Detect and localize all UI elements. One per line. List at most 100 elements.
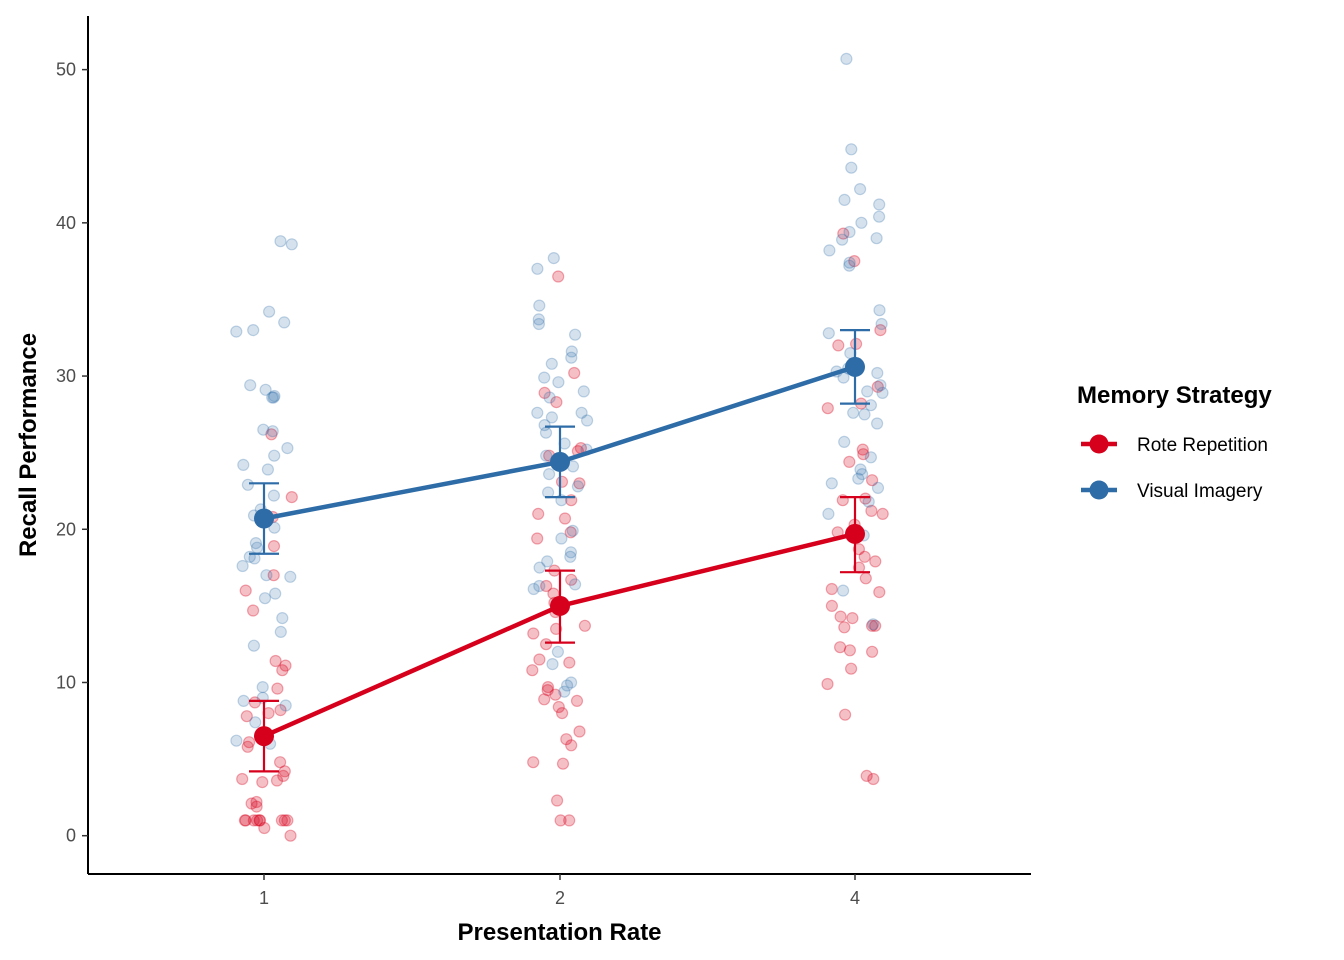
legend-title: Memory Strategy bbox=[1077, 382, 1272, 409]
mean-point bbox=[550, 451, 570, 472]
x-axis-title: Presentation Rate bbox=[457, 919, 661, 946]
data-point bbox=[249, 716, 262, 729]
data-point bbox=[555, 475, 569, 488]
data-point bbox=[848, 255, 861, 268]
data-point bbox=[822, 327, 835, 340]
data-point bbox=[241, 740, 254, 753]
data-point bbox=[248, 696, 261, 709]
data-point bbox=[825, 477, 838, 490]
data-point bbox=[274, 703, 287, 717]
data-point bbox=[267, 489, 280, 502]
data-point bbox=[560, 733, 573, 746]
data-point bbox=[865, 504, 878, 517]
data-point bbox=[284, 829, 297, 842]
data-point bbox=[533, 653, 546, 666]
data-point bbox=[838, 621, 851, 634]
data-point bbox=[852, 543, 866, 556]
data-point bbox=[872, 210, 886, 223]
data-point bbox=[260, 569, 273, 582]
data-point bbox=[236, 559, 249, 573]
data-point bbox=[867, 772, 880, 786]
data-point bbox=[285, 238, 298, 251]
data-point bbox=[836, 584, 850, 597]
legend: Memory Strategy Rote Repetition Visual Ima… bbox=[1077, 382, 1272, 502]
data-point bbox=[555, 706, 569, 720]
data-point bbox=[542, 468, 556, 481]
data-point bbox=[552, 376, 565, 389]
data-point bbox=[871, 366, 884, 380]
data-point bbox=[279, 699, 292, 712]
data-point bbox=[855, 468, 869, 481]
data-point bbox=[838, 435, 851, 448]
data-point bbox=[276, 611, 289, 625]
data-point bbox=[845, 143, 858, 156]
data-point bbox=[257, 423, 270, 436]
x-tick-label: 4 bbox=[850, 888, 860, 908]
data-point bbox=[847, 406, 860, 419]
jitter-points bbox=[230, 52, 889, 842]
legend-key-dot bbox=[1089, 480, 1109, 500]
data-point bbox=[527, 756, 540, 769]
data-point bbox=[825, 582, 838, 596]
data-point bbox=[825, 599, 839, 613]
data-point bbox=[864, 399, 878, 412]
data-point bbox=[859, 492, 872, 505]
legend-key-dot bbox=[1089, 434, 1109, 454]
x-tick-label: 2 bbox=[555, 888, 565, 908]
data-point bbox=[556, 757, 570, 770]
data-point bbox=[267, 569, 280, 582]
data-point bbox=[538, 419, 551, 432]
data-point bbox=[840, 52, 853, 66]
data-point bbox=[269, 654, 282, 668]
data-point bbox=[268, 449, 281, 462]
data-point bbox=[230, 734, 243, 747]
data-point bbox=[238, 814, 251, 827]
data-point bbox=[855, 216, 868, 229]
data-point bbox=[531, 406, 544, 419]
data-point bbox=[527, 627, 540, 640]
data-point bbox=[874, 379, 887, 392]
data-point bbox=[565, 351, 578, 364]
data-point bbox=[532, 317, 546, 331]
data-point bbox=[852, 472, 865, 485]
data-point bbox=[871, 481, 885, 494]
data-point bbox=[869, 555, 882, 568]
data-point bbox=[245, 797, 258, 810]
data-point bbox=[276, 664, 289, 677]
data-point bbox=[871, 380, 884, 393]
data-point bbox=[258, 592, 272, 605]
data-point bbox=[874, 324, 887, 337]
data-point bbox=[551, 645, 565, 658]
data-point bbox=[875, 317, 888, 331]
data-point bbox=[864, 451, 878, 464]
data-point bbox=[274, 235, 287, 248]
data-point bbox=[285, 491, 298, 504]
data-point bbox=[261, 463, 274, 476]
data-point bbox=[251, 814, 264, 827]
y-tick-label: 0 bbox=[66, 826, 76, 846]
data-point bbox=[563, 656, 576, 669]
data-point bbox=[240, 710, 253, 723]
data-point bbox=[539, 426, 553, 439]
data-point bbox=[843, 256, 856, 269]
data-point bbox=[256, 680, 269, 694]
data-point bbox=[873, 198, 886, 211]
data-point bbox=[552, 270, 565, 283]
data-point bbox=[533, 579, 546, 593]
data-point bbox=[859, 572, 872, 585]
data-point bbox=[532, 313, 545, 326]
data-point bbox=[281, 814, 294, 827]
data-point bbox=[250, 800, 263, 813]
data-point bbox=[532, 507, 545, 521]
data-point bbox=[531, 262, 544, 275]
y-tick-label: 20 bbox=[56, 519, 76, 539]
data-point bbox=[876, 386, 889, 399]
data-point bbox=[835, 233, 849, 246]
data-point bbox=[538, 386, 551, 399]
data-point bbox=[540, 449, 553, 462]
data-point bbox=[543, 391, 556, 404]
data-point bbox=[565, 573, 578, 586]
data-point bbox=[834, 610, 847, 623]
legend-label: Visual Imagery bbox=[1137, 481, 1263, 502]
